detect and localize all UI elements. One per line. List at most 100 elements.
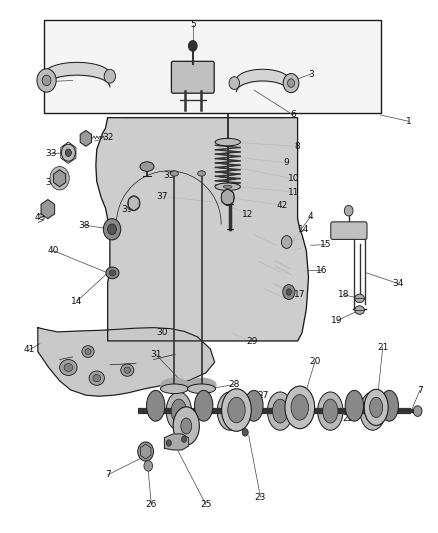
Circle shape bbox=[37, 69, 56, 92]
Polygon shape bbox=[96, 118, 308, 341]
Text: 28: 28 bbox=[229, 380, 240, 389]
Text: 24: 24 bbox=[185, 433, 196, 442]
Ellipse shape bbox=[60, 360, 77, 375]
Text: 33: 33 bbox=[45, 149, 57, 158]
Ellipse shape bbox=[355, 306, 364, 314]
Ellipse shape bbox=[124, 367, 131, 373]
Text: 31: 31 bbox=[150, 350, 162, 359]
Ellipse shape bbox=[272, 399, 288, 423]
Text: 7: 7 bbox=[417, 386, 423, 395]
Text: 10: 10 bbox=[287, 174, 299, 183]
Polygon shape bbox=[80, 131, 92, 147]
Ellipse shape bbox=[106, 267, 119, 279]
Text: 8: 8 bbox=[295, 142, 300, 151]
Circle shape bbox=[344, 205, 353, 216]
Ellipse shape bbox=[370, 397, 383, 417]
Text: 1: 1 bbox=[406, 117, 412, 126]
Ellipse shape bbox=[166, 392, 191, 430]
Circle shape bbox=[221, 189, 234, 205]
Ellipse shape bbox=[82, 346, 94, 358]
Circle shape bbox=[166, 440, 171, 446]
Circle shape bbox=[288, 79, 294, 87]
Polygon shape bbox=[41, 199, 55, 219]
Ellipse shape bbox=[89, 371, 104, 385]
Circle shape bbox=[413, 406, 422, 416]
Text: 2: 2 bbox=[37, 77, 43, 86]
Ellipse shape bbox=[140, 162, 154, 171]
Ellipse shape bbox=[121, 364, 134, 376]
Ellipse shape bbox=[160, 384, 188, 393]
Circle shape bbox=[181, 436, 187, 442]
Circle shape bbox=[242, 429, 248, 436]
Text: 34: 34 bbox=[392, 279, 404, 288]
Ellipse shape bbox=[285, 386, 314, 429]
Text: 21: 21 bbox=[377, 343, 389, 352]
Text: 37: 37 bbox=[156, 192, 168, 201]
Text: 32: 32 bbox=[102, 133, 113, 142]
Text: 15: 15 bbox=[320, 240, 332, 249]
FancyBboxPatch shape bbox=[331, 222, 367, 239]
Ellipse shape bbox=[345, 390, 364, 421]
Circle shape bbox=[61, 144, 75, 161]
Text: 39: 39 bbox=[122, 205, 133, 214]
Circle shape bbox=[144, 461, 152, 471]
Text: 3: 3 bbox=[308, 70, 314, 78]
Ellipse shape bbox=[380, 390, 399, 421]
Text: 11: 11 bbox=[287, 188, 299, 197]
Ellipse shape bbox=[223, 185, 232, 188]
Text: 40: 40 bbox=[47, 246, 59, 255]
Text: 4: 4 bbox=[308, 212, 314, 221]
Text: 12: 12 bbox=[242, 210, 253, 219]
Ellipse shape bbox=[364, 389, 388, 425]
Text: 26: 26 bbox=[146, 500, 157, 509]
Ellipse shape bbox=[268, 392, 293, 430]
Text: 27: 27 bbox=[257, 391, 268, 400]
Ellipse shape bbox=[198, 171, 205, 176]
Ellipse shape bbox=[85, 349, 91, 354]
Circle shape bbox=[282, 236, 292, 248]
Circle shape bbox=[283, 74, 299, 93]
Text: 41: 41 bbox=[23, 345, 35, 354]
Text: 14: 14 bbox=[298, 225, 310, 234]
Ellipse shape bbox=[323, 399, 338, 423]
Polygon shape bbox=[53, 169, 66, 187]
Text: 35: 35 bbox=[163, 171, 174, 180]
Text: 18: 18 bbox=[338, 290, 349, 299]
Circle shape bbox=[286, 289, 291, 295]
Ellipse shape bbox=[228, 397, 245, 423]
Ellipse shape bbox=[171, 399, 187, 423]
Ellipse shape bbox=[295, 390, 313, 421]
Circle shape bbox=[188, 41, 197, 51]
Ellipse shape bbox=[222, 399, 237, 423]
Ellipse shape bbox=[318, 392, 343, 430]
Ellipse shape bbox=[187, 384, 215, 393]
Ellipse shape bbox=[64, 364, 73, 372]
Text: 5: 5 bbox=[190, 20, 196, 29]
Text: 29: 29 bbox=[246, 337, 258, 346]
Polygon shape bbox=[164, 67, 180, 72]
Text: 36: 36 bbox=[45, 178, 57, 187]
Ellipse shape bbox=[194, 390, 213, 421]
Ellipse shape bbox=[109, 270, 116, 276]
Text: 7: 7 bbox=[105, 471, 110, 479]
Text: 42: 42 bbox=[277, 201, 288, 210]
Polygon shape bbox=[38, 328, 215, 396]
Text: 9: 9 bbox=[284, 158, 290, 167]
Ellipse shape bbox=[365, 399, 380, 423]
Text: 6: 6 bbox=[290, 110, 296, 119]
Text: 30: 30 bbox=[156, 328, 168, 337]
Bar bbox=[44, 20, 381, 114]
Text: 43: 43 bbox=[34, 213, 46, 222]
Ellipse shape bbox=[355, 294, 364, 303]
Ellipse shape bbox=[170, 171, 178, 176]
Circle shape bbox=[103, 219, 121, 240]
Circle shape bbox=[128, 196, 140, 211]
Text: 14: 14 bbox=[71, 296, 83, 305]
FancyBboxPatch shape bbox=[171, 61, 214, 93]
Text: 20: 20 bbox=[309, 357, 321, 366]
Circle shape bbox=[42, 75, 51, 86]
Ellipse shape bbox=[93, 375, 101, 382]
Ellipse shape bbox=[217, 392, 243, 430]
Circle shape bbox=[104, 69, 116, 83]
Ellipse shape bbox=[215, 139, 240, 146]
